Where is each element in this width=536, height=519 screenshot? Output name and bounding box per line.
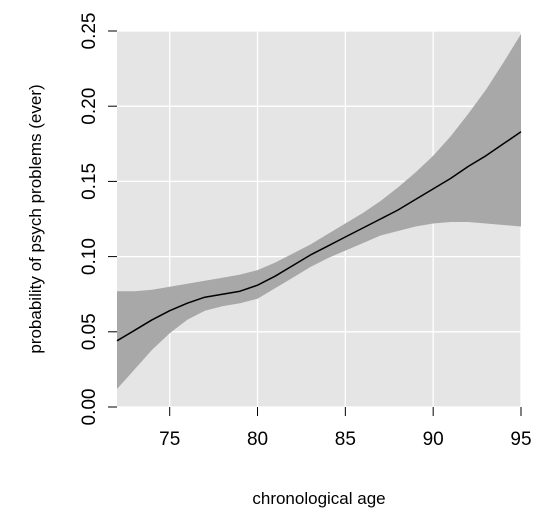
x-tick-label: 75: [159, 429, 180, 450]
y-tick-label: 0.15: [79, 163, 100, 200]
x-tick-label: 95: [510, 429, 531, 450]
x-tick-label: 90: [423, 429, 444, 450]
y-tick-label: 0.10: [79, 238, 100, 275]
x-tick-label: 80: [247, 429, 268, 450]
y-axis-title: probability of psych problems (ever): [26, 84, 45, 353]
y-tick-label: 0.00: [79, 389, 100, 426]
grid-lines: [117, 30, 522, 408]
y-tick-label: 0.05: [79, 313, 100, 350]
confidence-band-layer: [117, 34, 521, 389]
x-axis-title: chronological age: [252, 489, 385, 508]
x-tick-label: 85: [335, 429, 356, 450]
fitted-line-layer: [116, 131, 522, 342]
y-tick-label: 0.25: [79, 13, 100, 50]
y-axis: 0.00 0.05 0.10 0.15 0.20 0.25: [79, 13, 117, 426]
fitted-line: [116, 131, 522, 342]
y-tick-label: 0.20: [79, 88, 100, 125]
x-axis: 75 80 85 90 95: [159, 407, 532, 450]
confidence-band: [117, 34, 521, 389]
